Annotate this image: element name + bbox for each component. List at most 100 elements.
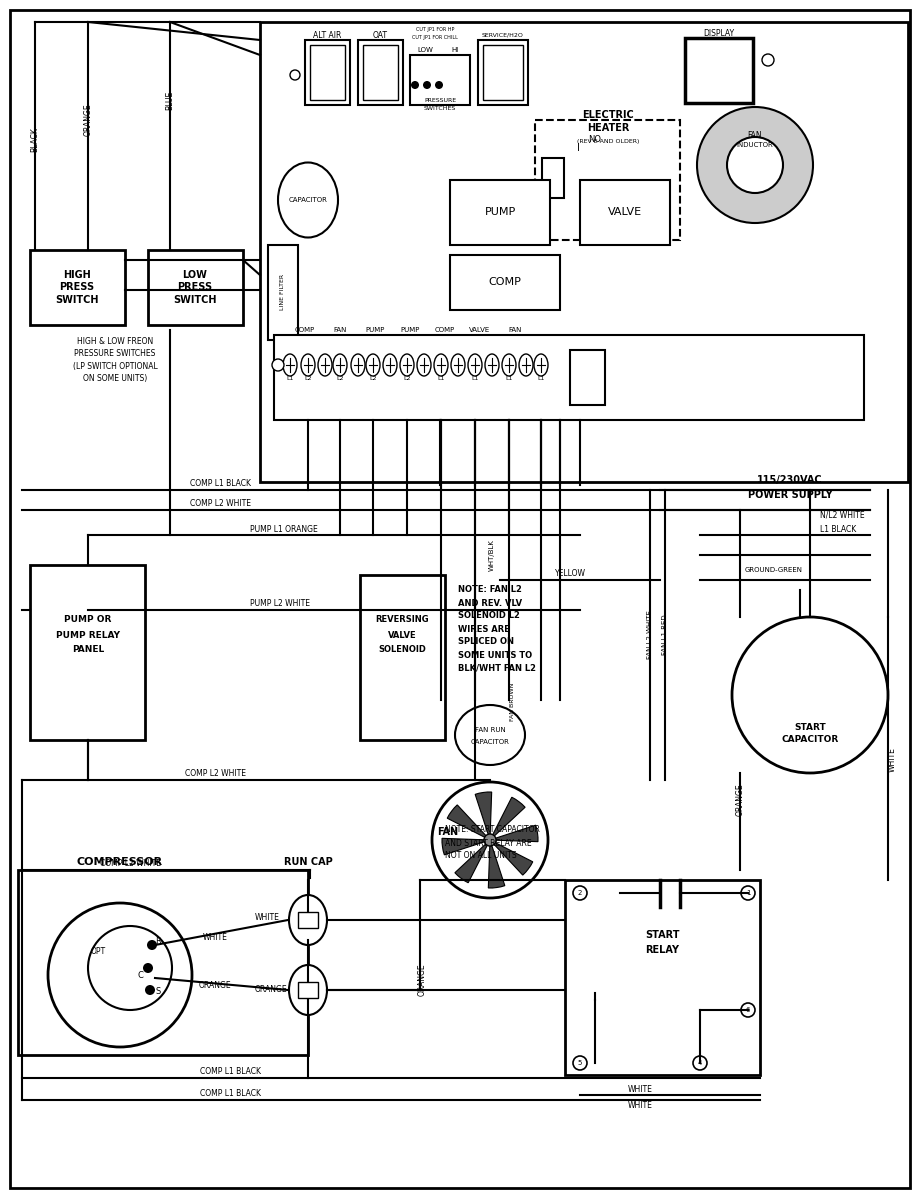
Circle shape (732, 617, 888, 773)
Text: SPLICED ON: SPLICED ON (458, 637, 514, 647)
Bar (358, 40, 403, 104)
Text: COMP: COMP (488, 277, 521, 287)
Text: LOW: LOW (183, 270, 208, 280)
Ellipse shape (434, 354, 448, 376)
Ellipse shape (278, 162, 338, 238)
Text: COMP L2 WHITE: COMP L2 WHITE (100, 859, 161, 869)
Text: COMP: COMP (435, 326, 455, 332)
Text: POWER SUPPLY: POWER SUPPLY (748, 490, 833, 500)
Text: PANEL: PANEL (72, 646, 104, 654)
Circle shape (423, 80, 431, 89)
Text: OAT: OAT (373, 30, 388, 40)
Text: HI: HI (451, 47, 459, 53)
Text: SWITCH: SWITCH (55, 295, 99, 305)
Text: CUT JP1 FOR CHILL: CUT JP1 FOR CHILL (412, 35, 458, 40)
Circle shape (88, 926, 172, 1010)
Text: SWITCHES: SWITCHES (424, 106, 456, 110)
Text: WHITE: WHITE (202, 934, 227, 942)
Wedge shape (475, 792, 492, 840)
Text: INDUCTOR: INDUCTOR (737, 142, 773, 148)
Text: YELLOW: YELLOW (555, 570, 586, 578)
Ellipse shape (519, 354, 533, 376)
Text: CAPACITOR: CAPACITOR (289, 197, 328, 203)
Text: SERVICE/H2O: SERVICE/H2O (482, 32, 524, 37)
Text: BLACK: BLACK (30, 127, 40, 152)
Wedge shape (455, 840, 490, 883)
Bar (450, 254, 560, 310)
Text: WHITE: WHITE (628, 1100, 653, 1110)
Text: ORANGE: ORANGE (83, 103, 92, 137)
Ellipse shape (366, 354, 380, 376)
Text: 5: 5 (578, 1060, 582, 1066)
Circle shape (762, 54, 774, 66)
Bar (565, 880, 760, 1075)
Text: PRESSURE SWITCHES: PRESSURE SWITCHES (75, 349, 156, 359)
Text: NOT ON ALL UNITS: NOT ON ALL UNITS (445, 852, 517, 860)
Text: LINE FILTER: LINE FILTER (281, 274, 285, 310)
Ellipse shape (485, 354, 499, 376)
Text: NOTE: START CAPACITOR: NOTE: START CAPACITOR (445, 826, 540, 834)
Text: 1: 1 (746, 890, 750, 896)
Ellipse shape (333, 354, 347, 376)
Ellipse shape (383, 354, 397, 376)
Ellipse shape (455, 704, 525, 766)
Circle shape (484, 834, 496, 846)
Ellipse shape (289, 895, 327, 946)
Bar (260, 22, 908, 482)
Ellipse shape (318, 354, 332, 376)
Text: C: C (137, 971, 143, 979)
Wedge shape (488, 840, 505, 888)
Text: I: I (577, 143, 580, 152)
Circle shape (432, 782, 548, 898)
Circle shape (741, 886, 755, 900)
Text: S: S (155, 988, 161, 996)
Bar (580, 180, 670, 245)
Text: PUMP: PUMP (366, 326, 385, 332)
Text: FAN: FAN (333, 326, 347, 332)
Bar (685, 38, 753, 103)
Text: L1: L1 (537, 376, 545, 380)
Circle shape (741, 1003, 755, 1018)
Text: L1: L1 (438, 376, 445, 380)
Ellipse shape (289, 965, 327, 1015)
Text: COMP: COMP (294, 326, 315, 332)
Text: FAN L2 WHITE: FAN L2 WHITE (647, 611, 653, 660)
Text: 4: 4 (698, 1060, 702, 1066)
Wedge shape (448, 805, 490, 840)
Text: L1: L1 (472, 376, 479, 380)
Bar (30, 565, 145, 740)
Text: PUMP: PUMP (485, 206, 516, 217)
Text: START: START (645, 930, 679, 940)
Circle shape (147, 940, 157, 950)
Text: LOW: LOW (417, 47, 433, 53)
Text: WHITE: WHITE (628, 1085, 653, 1093)
Text: WHT/BLK: WHT/BLK (489, 539, 495, 571)
Text: PUMP L2 WHITE: PUMP L2 WHITE (250, 600, 310, 608)
Text: PRESSURE: PRESSURE (424, 97, 456, 102)
Text: PRESS: PRESS (59, 282, 94, 292)
Wedge shape (490, 826, 538, 841)
Text: CAPACITOR: CAPACITOR (471, 739, 509, 745)
Text: ORANGE: ORANGE (417, 964, 426, 996)
Circle shape (573, 886, 587, 900)
Text: REVERSING: REVERSING (375, 616, 429, 624)
Bar (298, 912, 318, 928)
Bar (274, 335, 864, 420)
Text: ON SOME UNITS): ON SOME UNITS) (83, 373, 147, 383)
Bar (570, 350, 605, 404)
Text: GROUND-GREEN: GROUND-GREEN (745, 566, 803, 572)
Text: 2: 2 (578, 890, 582, 896)
Text: ALT AIR: ALT AIR (313, 30, 342, 40)
Text: FAN BROWN: FAN BROWN (509, 683, 514, 721)
Bar (360, 575, 445, 740)
Circle shape (272, 359, 284, 371)
Text: L1: L1 (505, 376, 512, 380)
Text: WHITE: WHITE (888, 748, 896, 773)
Text: COMP L1 BLACK: COMP L1 BLACK (200, 1068, 261, 1076)
Text: L1 BLACK: L1 BLACK (820, 526, 857, 534)
Text: BLK/WHT FAN L2: BLK/WHT FAN L2 (458, 664, 536, 672)
Ellipse shape (534, 354, 548, 376)
Text: BLUE: BLUE (165, 90, 174, 109)
Text: PRESS: PRESS (177, 282, 212, 292)
Bar (535, 120, 680, 240)
